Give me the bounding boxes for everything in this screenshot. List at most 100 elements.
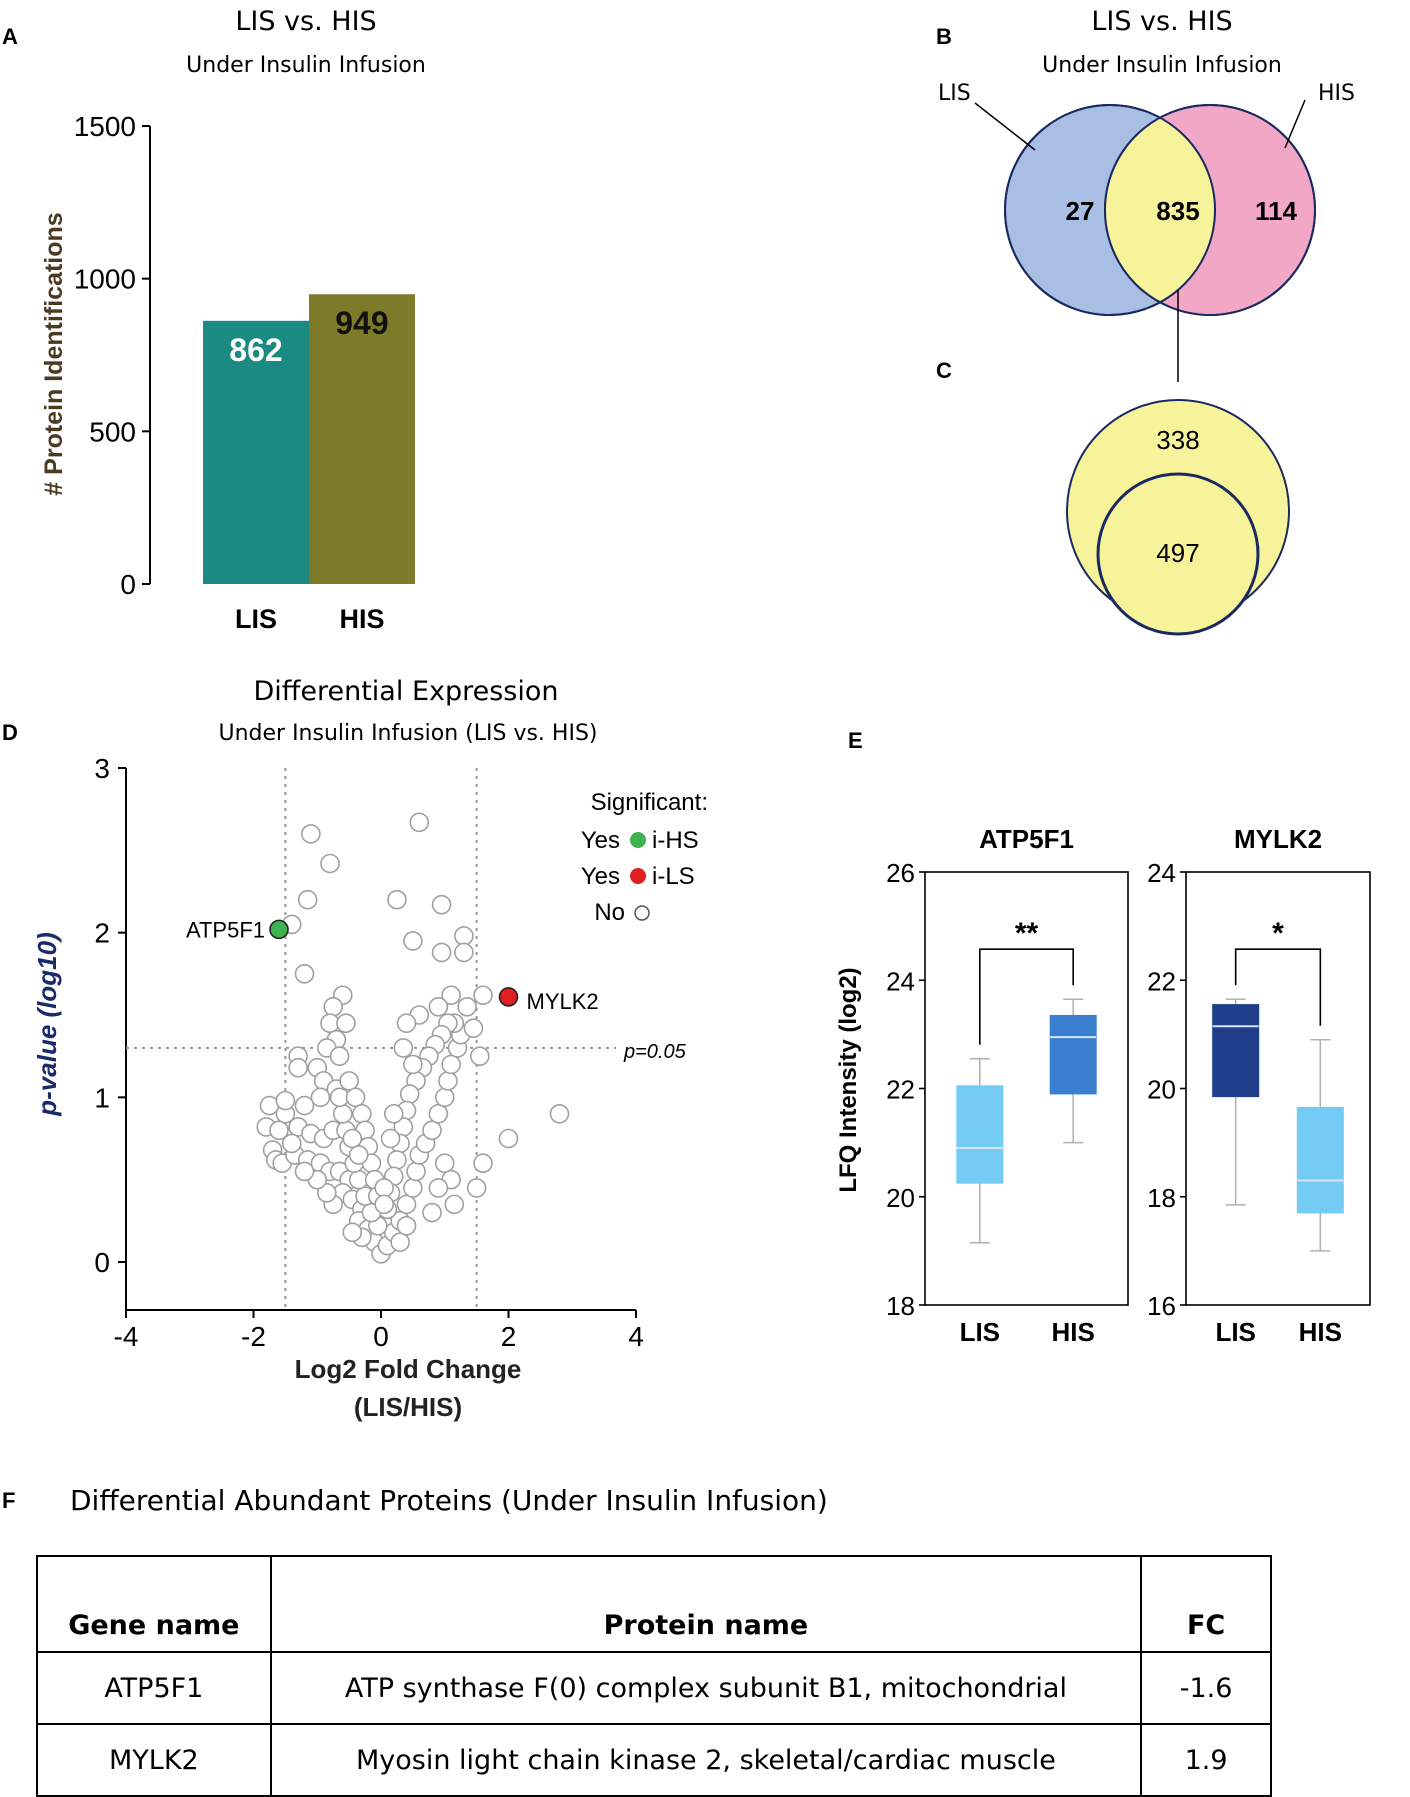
panel-f-title: Differential Abundant Proteins (Under In… [70, 1484, 828, 1517]
data-point [438, 1071, 458, 1091]
x-tick-label: 4 [628, 1321, 644, 1352]
x-tick-label: -2 [241, 1321, 266, 1352]
point-label: MYLK2 [527, 989, 599, 1014]
data-point [422, 1120, 442, 1141]
data-point [281, 1133, 302, 1154]
legend-ihs: i-HS [652, 827, 699, 854]
data-point [428, 996, 449, 1017]
y-tick-label: 24 [1147, 858, 1176, 888]
data-point [387, 889, 407, 910]
data-point [323, 996, 343, 1017]
y-tick-label: 1000 [74, 264, 136, 295]
y-axis-label: # Protein Identifications [40, 212, 68, 495]
x-tick-label: LIS [1215, 1317, 1255, 1347]
data-point [393, 1038, 414, 1058]
col-header-protein: Protein name [269, 1555, 1143, 1653]
data-point [396, 1194, 417, 1215]
legend-title: Significant: [591, 789, 708, 816]
y-tick-label: 20 [1147, 1075, 1176, 1105]
panel-e-letter: E [848, 728, 863, 753]
x-tick-label: LIS [235, 604, 277, 634]
data-point [332, 1104, 353, 1124]
y-tick-label: 0 [94, 1247, 110, 1278]
data-point [431, 942, 452, 963]
bar-lis [203, 320, 309, 584]
data-point [294, 1161, 315, 1182]
x-tick-label: LIS [960, 1317, 1000, 1347]
panel-d-subtitle: Under Insulin Infusion (LIS vs. HIS) [218, 721, 597, 746]
legend-dot-green [630, 832, 646, 848]
significance-stars: ** [1015, 917, 1039, 950]
y-tick-label: 20 [886, 1183, 915, 1213]
data-point [390, 1232, 410, 1253]
venn-label-lis: LIS [938, 81, 971, 106]
box-lis [1212, 1004, 1260, 1098]
venn-diagram: LIS HIS 27 835 114 [938, 81, 1355, 382]
venn-label-his: HIS [1318, 81, 1355, 106]
y-tick-label: 26 [886, 858, 915, 888]
y-tick-label: 22 [886, 1075, 915, 1105]
data-point [396, 1013, 417, 1034]
data-point [269, 1120, 289, 1141]
data-point [441, 985, 461, 1006]
lis-leader-line [974, 102, 1036, 151]
data-point [444, 1194, 465, 1215]
data-point [383, 1104, 404, 1124]
protein-cell: Myosin light chain kinase 2, skeletal/ca… [269, 1723, 1143, 1797]
venn-overlap [1105, 105, 1215, 315]
data-point [345, 1087, 366, 1108]
box-plots: LFQ Intensity (log2) ATP5F1 18 20 22 24 26 LIS… [835, 824, 1371, 1347]
x-tick-label: HIS [339, 604, 384, 634]
data-point [288, 1057, 308, 1078]
data-point [403, 1178, 423, 1198]
col-header-gene: Gene name [36, 1555, 272, 1653]
data-point [434, 1153, 455, 1173]
legend-dot-empty [634, 905, 650, 921]
significance-bracket [1234, 948, 1322, 1026]
data-point [374, 1178, 394, 1198]
y-tick-label: 18 [1147, 1183, 1176, 1213]
panel-a-title: LIS vs. HIS [235, 6, 376, 37]
table-row: ATP5F1 ATP synthase F(0) complex subunit… [36, 1651, 1272, 1725]
panel-d-title: Differential Expression [253, 676, 558, 707]
x-tick-label: -4 [114, 1321, 139, 1352]
venn-his-only: 114 [1255, 196, 1297, 226]
panel-b-letter: B [936, 24, 952, 49]
data-point [403, 931, 423, 951]
data-point [428, 1178, 449, 1198]
data-point [380, 1128, 401, 1149]
outer-count: 338 [1156, 425, 1199, 455]
legend-yes-1: Yes [581, 827, 620, 854]
d-y-axis-label: p-value (log10) [32, 932, 62, 1116]
data-point [498, 1128, 519, 1149]
box-his [1296, 1106, 1344, 1214]
highlighted-point-atp5f1 [269, 919, 289, 940]
data-point [336, 1013, 356, 1034]
panel-a-letter: A [2, 24, 18, 49]
gene-cell: MYLK2 [36, 1723, 272, 1797]
data-point [473, 1153, 493, 1173]
fc-cell: -1.6 [1140, 1651, 1272, 1725]
data-point [399, 1084, 420, 1104]
data-point [409, 812, 430, 833]
venn-lis-only: 27 [1066, 196, 1095, 226]
data-point [431, 894, 452, 915]
y-tick-label: 16 [1147, 1291, 1176, 1321]
panel-d-letter: D [2, 720, 18, 745]
data-point [348, 1145, 369, 1165]
gene-cell: ATP5F1 [36, 1651, 272, 1725]
data-point [387, 1150, 407, 1170]
data-point [352, 1104, 372, 1124]
data-point [549, 1104, 570, 1124]
box-his [1049, 1014, 1097, 1095]
highlighted-point-mylk2 [498, 987, 519, 1007]
venn-overlap-count: 835 [1156, 196, 1199, 226]
bar-value-label: 862 [229, 332, 282, 368]
y-tick-label: 18 [886, 1291, 915, 1321]
bar-value-label: 949 [335, 305, 388, 341]
data-point [422, 1202, 442, 1223]
point-label: ATP5F1 [186, 917, 265, 942]
data-point [457, 996, 477, 1017]
inner-count: 497 [1156, 538, 1199, 568]
